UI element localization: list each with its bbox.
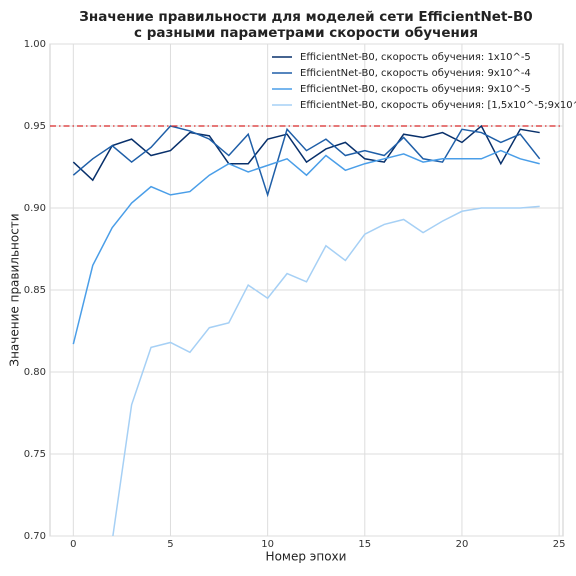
series-line — [72, 149, 540, 345]
y-tick-label: 0.85 — [24, 285, 46, 296]
legend-label: EfficientNet-B0, скорость обучения: [1,5… — [300, 100, 576, 111]
chart-subtitle: с разными параметрами скорости обучения — [134, 25, 478, 41]
legend-label: EfficientNet-B0, скорость обучения: 9x10… — [300, 68, 531, 79]
y-axis-label: Значение правильности — [8, 213, 22, 366]
x-tick-label: 5 — [167, 539, 173, 550]
x-tick-label: 10 — [261, 539, 274, 550]
x-tick-label: 20 — [456, 539, 469, 550]
x-tick-label: 25 — [553, 539, 566, 550]
y-tick-label: 0.90 — [24, 203, 46, 214]
legend-label: EfficientNet-B0, скорость обучения: 9x10… — [300, 84, 531, 95]
y-tick-label: 0.80 — [24, 367, 46, 378]
y-tick-label: 0.95 — [24, 121, 46, 132]
x-tick-label: 0 — [70, 539, 76, 550]
y-tick-label: 0.75 — [24, 449, 46, 460]
x-tick-label: 15 — [358, 539, 371, 550]
series-line — [112, 205, 540, 536]
series-line — [72, 124, 540, 182]
legend-label: EfficientNet-B0, скорость обучения: 1x10… — [300, 52, 531, 63]
x-axis-label: Номер эпохи — [266, 550, 347, 564]
y-tick-label: 1.00 — [24, 39, 46, 50]
chart-title: Значение правильности для моделей сети E… — [79, 9, 532, 25]
plot-lines — [72, 124, 541, 536]
series-line — [72, 125, 541, 198]
y-tick-label: 0.70 — [24, 531, 46, 542]
